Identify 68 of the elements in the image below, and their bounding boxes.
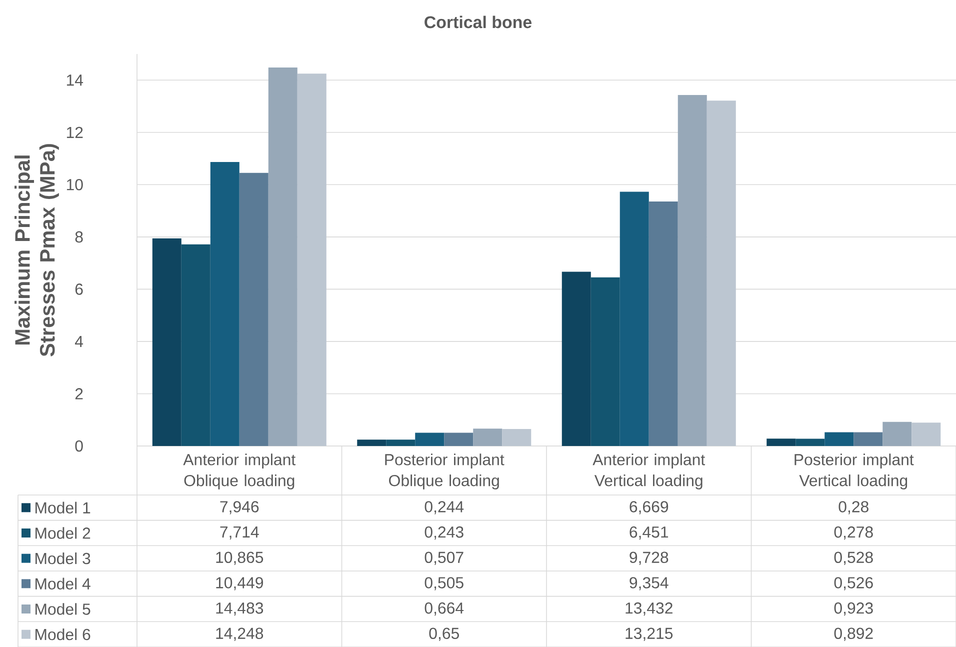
legend-label: Model 3 xyxy=(36,552,90,564)
data-label: 9,354 xyxy=(630,577,668,590)
x-tick-label: Anterior implant Vertical loading xyxy=(592,454,705,490)
x-tick-label: Anterior implant Oblique loading xyxy=(183,454,296,490)
bar xyxy=(181,244,210,446)
bar xyxy=(152,238,182,446)
y-tick-label: 6 xyxy=(75,284,83,295)
y-tick-label: 0 xyxy=(75,440,83,452)
data-label: 14,248 xyxy=(216,628,264,641)
bar xyxy=(590,277,620,446)
legend-label: Model 5 xyxy=(36,603,90,615)
data-label: 6,669 xyxy=(630,501,668,514)
y-axis-title: Maximum Principal Stresses Pmax (MPa) xyxy=(14,144,59,356)
bar xyxy=(796,438,825,446)
data-label: 0,664 xyxy=(424,602,464,616)
data-label: 0,65 xyxy=(429,628,459,641)
bar xyxy=(678,94,707,446)
bar xyxy=(854,432,883,446)
y-tick-label: 12 xyxy=(66,126,83,138)
y-tick-label: 8 xyxy=(75,231,83,243)
data-label: 10,865 xyxy=(216,552,264,565)
bar xyxy=(620,192,649,446)
bar xyxy=(502,429,532,446)
legend-label: Model 2 xyxy=(36,527,90,539)
bar xyxy=(210,162,240,446)
bar xyxy=(882,422,912,446)
data-label: 0,526 xyxy=(834,577,873,590)
data-label: 10,449 xyxy=(216,577,263,590)
bar xyxy=(415,432,444,446)
bar xyxy=(648,202,678,446)
data-label: 13,215 xyxy=(626,628,673,641)
y-tick-label: 2 xyxy=(75,388,83,400)
bar xyxy=(766,438,796,446)
bar xyxy=(386,440,416,446)
bar xyxy=(824,432,854,446)
bar xyxy=(239,172,268,446)
y-tick-label: 14 xyxy=(66,74,84,86)
y-tick-label: 4 xyxy=(74,336,84,347)
data-label: 0,507 xyxy=(424,552,464,565)
bar xyxy=(706,100,736,446)
data-label: 0,923 xyxy=(834,602,873,616)
bar xyxy=(562,272,591,446)
x-tick-label: Posterior implant Vertical loading xyxy=(794,454,914,490)
data-label: 0,243 xyxy=(424,526,464,540)
data-label: 0,244 xyxy=(424,501,464,514)
data-label: 7,946 xyxy=(220,501,259,514)
legend-label: Model 6 xyxy=(36,628,90,640)
bar xyxy=(297,74,326,446)
data-label: 13,432 xyxy=(626,602,672,616)
bar xyxy=(444,432,474,446)
bar xyxy=(357,440,386,446)
data-label: 6,451 xyxy=(630,526,668,540)
data-label: 0,505 xyxy=(424,577,464,590)
y-tick-label: 10 xyxy=(66,179,83,190)
bar xyxy=(268,68,298,446)
data-label: 7,714 xyxy=(220,526,259,540)
data-label: 9,728 xyxy=(630,552,668,565)
legend-label: Model 4 xyxy=(36,578,90,590)
data-label: 0,892 xyxy=(834,628,873,641)
data-label: 0,278 xyxy=(834,526,873,540)
legend-label: Model 1 xyxy=(36,502,90,514)
bar xyxy=(912,422,941,446)
data-label: 14,483 xyxy=(216,602,264,616)
bar xyxy=(473,428,502,446)
chart-title: Cortical bone xyxy=(424,16,532,28)
data-label: 0,528 xyxy=(834,552,873,565)
data-label: 0,28 xyxy=(838,501,868,514)
x-tick-label: Posterior implant Oblique loading xyxy=(385,454,504,490)
